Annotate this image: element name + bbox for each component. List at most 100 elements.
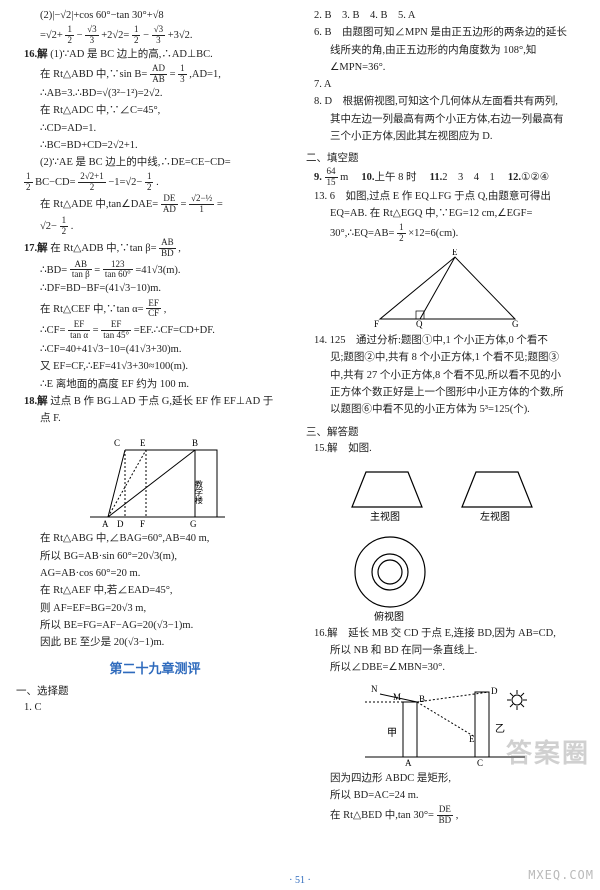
answer-14: 14. 125 通过分析:题图①中,1 个小正方体,0 个看不 — [306, 333, 584, 349]
section-choice: 一、选择题 — [16, 683, 294, 698]
t: =41√3(m). — [135, 264, 180, 275]
svg-text:F: F — [374, 319, 379, 329]
frac: 13 — [178, 64, 187, 85]
watermark-text: 答案圈 — [506, 733, 590, 770]
answer-8: 8. D 根据俯视图,可知这个几何体从左面看共有两列, — [306, 94, 584, 110]
step: (2)∵AE 是 BC 边上的中线,∴DE=CE−CD= — [16, 155, 294, 171]
t: = — [93, 325, 99, 336]
step: 12 BC−CD= 2√2+12 −1=√2− 12 . — [16, 172, 294, 193]
t: 在 Rt△ADB 中,∵tan β= — [50, 243, 156, 254]
step: 所以 NB 和 BD 在同一条直线上. — [306, 643, 584, 659]
frac: EFtan α — [68, 320, 90, 341]
section-solve: 三、解答题 — [306, 424, 584, 439]
step: EQ=AB. 在 Rt△EGQ 中,∵EG=12 cm,∠EGF= — [306, 206, 584, 222]
step: 以题图⑥中看不见的小正方体为 5³=125(个). — [306, 402, 584, 418]
answer: 1. C — [16, 700, 294, 716]
frac: DEAD — [161, 194, 178, 215]
t: , — [178, 243, 181, 254]
t: BC−CD= — [35, 177, 75, 188]
step: ∠MPN=36°. — [306, 60, 584, 76]
svg-text:教学楼: 教学楼 — [195, 480, 204, 506]
step: 其中左边一列最高有两个小正方体,右边一列最高有 — [306, 112, 584, 128]
step: 在 Rt△AEF 中,若∠EAD=45°, — [16, 583, 294, 599]
frac: 6415 — [325, 167, 338, 188]
t: , — [164, 303, 167, 314]
svg-text:D: D — [117, 519, 124, 527]
svg-text:M: M — [393, 692, 401, 702]
svg-text:B: B — [192, 438, 198, 448]
answers-9-12: 9. 6415 m 10.上午 8 时 11.2 3 4 1 12.①②④ — [306, 167, 584, 188]
step: 又 EF=CF,∴EF=41√3+30≈100(m). — [16, 359, 294, 375]
svg-text:C: C — [477, 758, 483, 767]
t: ×12=6(cm). — [408, 228, 458, 239]
t: +2√2= — [101, 30, 129, 41]
problem-18: 18.解 过点 B 作 BG⊥AD 于点 G,延长 EF 作 EF⊥AD 于 — [16, 394, 294, 410]
step: √2− 12 . — [16, 216, 294, 237]
svg-text:F: F — [140, 519, 145, 527]
svg-text:B: B — [419, 694, 425, 704]
step: 见;题图②中,共有 8 个小正方体,1 个看不见;题图③ — [306, 350, 584, 366]
t: 上午 8 时 — [375, 172, 428, 183]
answer-7: 7. A — [306, 77, 584, 93]
t: = — [180, 199, 186, 210]
section-fill: 二、填空题 — [306, 150, 584, 165]
svg-text:E: E — [140, 438, 146, 448]
svg-text:C: C — [114, 438, 120, 448]
answer-16: 16.解 延长 MB 交 CD 于点 E,连接 BD,因为 AB=CD, — [306, 626, 584, 642]
t: 30°,∴EQ=AB= — [330, 228, 394, 239]
svg-text:A: A — [102, 519, 109, 527]
svg-text:E: E — [452, 249, 458, 257]
svg-text:甲: 甲 — [387, 728, 397, 739]
step: 在 Rt△BED 中,tan 30°= DEBD , — [306, 805, 584, 826]
t: 在 Rt△ABD 中,∵sin B= — [40, 69, 147, 80]
step: 线所夹的角,由正五边形的内角度数为 108°,知 — [306, 43, 584, 59]
t: 在 Rt△CEF 中,∵tan α= — [40, 303, 144, 314]
step: 点 F. — [16, 411, 294, 427]
t: ①②④ — [521, 172, 549, 183]
step: AG=AB·cos 60°=20 m. — [16, 566, 294, 582]
step: 在 Rt△CEF 中,∵tan α= EFCF , — [16, 299, 294, 320]
expr: =√2+ 12 − √33 +2√2= 12 − √33 +3√2. — [16, 25, 294, 46]
svg-text:G: G — [512, 319, 519, 329]
answer-6: 6. B 由题图可知∠MPN 是由正五边形的两条边的延长 — [306, 25, 584, 41]
t: +3√2. — [168, 30, 193, 41]
frac: 12 — [397, 223, 406, 244]
frac: 12 — [145, 172, 154, 193]
frac: 12 — [65, 25, 74, 46]
t: m — [340, 172, 359, 183]
step: 则 AF=EF=BG=20√3 m, — [16, 601, 294, 617]
svg-text:A: A — [405, 758, 412, 767]
svg-text:乙: 乙 — [495, 723, 505, 735]
t: , — [456, 810, 459, 821]
step: ∴CD=AD=1. — [16, 121, 294, 137]
problem-17: 17.解 在 Rt△ADB 中,∵tan β= ABBD , — [16, 238, 294, 259]
step: 30°,∴EQ=AB= 12 ×12=6(cm). — [306, 223, 584, 244]
step: ∴E 离地面的高度 EF 约为 100 m. — [16, 377, 294, 393]
svg-text:G: G — [190, 519, 197, 527]
svg-text:N: N — [371, 684, 378, 694]
step: ∴AB=3.∴BD=√(3²−1²)=2√2. — [16, 86, 294, 102]
t: . — [71, 221, 74, 232]
expr: (2)|−√2|+cos 60°−tan 30°+√8 — [16, 8, 294, 24]
step: 在 Rt△ADE 中,tan∠DAE= DEAD = √2−½1 = — [16, 194, 294, 215]
figure-13: E F Q G — [360, 249, 530, 329]
step: 因为四边形 ABDC 是矩形, — [306, 771, 584, 787]
frac: DEBD — [437, 805, 454, 826]
svg-text:左视图: 左视图 — [480, 510, 510, 523]
svg-text:D: D — [491, 686, 498, 696]
t: 2 3 4 1 — [442, 172, 505, 183]
watermark-url: MXEQ.COM — [528, 868, 594, 882]
t: − — [143, 30, 149, 41]
t: −1=√2− — [108, 177, 142, 188]
svg-text:主视图: 主视图 — [370, 510, 400, 523]
frac: 12 — [24, 172, 33, 193]
step: ∴CF= EFtan α = EFtan 45° =EF.∴CF=CD+DF. — [16, 320, 294, 341]
t: =√2+ — [40, 30, 63, 41]
svg-text:Q: Q — [416, 319, 423, 329]
step: ∴DF=BD−BF=(41√3−10)m. — [16, 281, 294, 297]
problem-16: 16.解 (1)∵AD 是 BC 边上的高,∴AD⊥BC. — [16, 47, 294, 63]
frac: 12 — [60, 216, 69, 237]
answer-15: 15.解 如图. — [306, 441, 584, 457]
label: 17.解 — [24, 243, 48, 254]
svg-text:E: E — [469, 734, 475, 744]
